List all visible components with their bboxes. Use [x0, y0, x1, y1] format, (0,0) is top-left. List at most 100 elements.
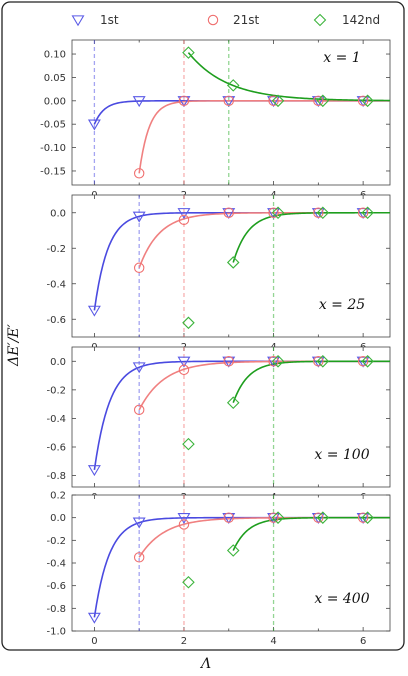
y-tick-label: -0.2	[46, 385, 66, 396]
plot-area	[71, 494, 391, 632]
legend-label-142nd: 142nd	[342, 13, 380, 27]
point-1st	[356, 208, 370, 220]
point-21st	[313, 512, 324, 523]
point-1st	[87, 119, 101, 131]
point-1st	[311, 512, 325, 524]
point-1st	[222, 512, 236, 524]
legend-entry-21st: 21st	[207, 13, 260, 27]
legend-marker-circle	[207, 14, 219, 26]
point-142nd	[271, 511, 285, 524]
x-tick-label: 0	[91, 636, 97, 647]
y-tick-label: -0.4	[46, 279, 66, 290]
panel-content	[87, 495, 390, 631]
y-tick-label: 0.0	[50, 513, 66, 524]
x-tick-label: 2	[181, 636, 187, 647]
y-axis-label: ΔE′/E′	[6, 323, 22, 366]
legend-entry-1st: 1st	[71, 13, 119, 27]
point-21st	[133, 262, 145, 274]
legend-label-21st: 21st	[233, 13, 260, 27]
x-axis-label: Λ	[199, 656, 211, 672]
point-1st	[356, 512, 370, 524]
y-tick-label: -0.2	[46, 244, 66, 255]
fit-curve-142nd	[232, 516, 390, 551]
panel-content	[87, 347, 390, 487]
y-tick-label: -0.4	[46, 414, 66, 425]
y-tick-label: -0.2	[46, 536, 66, 547]
point-1st	[177, 512, 191, 524]
point-142nd	[182, 437, 195, 451]
panel-x-25: 0.0-0.2-0.4-0.60246x = 25	[46, 194, 391, 353]
x-tick-label: 4	[270, 636, 276, 647]
panel-x-100: 0.0-0.2-0.4-0.6-0.80246x = 100	[46, 346, 391, 503]
panel-label: x = 400	[314, 591, 369, 607]
point-1st	[132, 362, 146, 374]
point-1st	[222, 208, 236, 220]
point-21st	[133, 404, 145, 416]
legend-marker-triangle	[71, 15, 85, 27]
point-1st	[132, 96, 146, 108]
point-21st	[178, 214, 190, 226]
point-21st	[268, 95, 279, 107]
point-1st	[311, 96, 325, 108]
point-142nd	[316, 511, 330, 524]
point-1st	[87, 305, 101, 317]
y-tick-label: 0.0	[50, 357, 66, 368]
panel-label: x = 25	[319, 297, 365, 313]
point-1st	[267, 356, 281, 368]
point-21st	[223, 356, 234, 367]
point-142nd	[182, 46, 195, 59]
figure-frame	[1, 1, 405, 651]
point-21st	[178, 364, 190, 376]
point-21st	[357, 207, 369, 218]
fit-curve-142nd	[232, 360, 390, 403]
legend-label-1st: 1st	[100, 13, 119, 27]
point-142nd	[226, 79, 240, 92]
point-142nd	[271, 206, 285, 220]
point-21st	[178, 519, 190, 530]
y-tick-label: 0.0	[50, 208, 66, 219]
point-142nd	[361, 206, 374, 220]
legend-marker-circle	[207, 14, 219, 26]
point-142nd	[182, 316, 195, 330]
point-21st	[178, 95, 190, 107]
point-142nd	[271, 94, 285, 108]
y-tick-label: 0.2	[50, 491, 66, 502]
y-tick-label: -0.6	[46, 581, 66, 592]
point-1st	[356, 356, 370, 368]
point-21st	[268, 207, 279, 218]
point-1st	[267, 96, 281, 108]
point-21st	[357, 95, 369, 107]
legend-marker-diamond	[313, 13, 327, 27]
point-142nd	[226, 544, 240, 557]
panel-label: x = 100	[314, 447, 369, 463]
plot-area	[71, 39, 391, 186]
y-tick-label: -0.05	[40, 120, 66, 131]
point-142nd	[271, 355, 285, 368]
point-1st	[222, 96, 236, 108]
point-1st	[177, 208, 191, 220]
legend-entry-142nd: 142nd	[313, 13, 380, 27]
point-142nd	[316, 355, 330, 368]
y-tick-label: 0.10	[44, 50, 66, 61]
point-1st	[356, 96, 370, 108]
point-21st	[223, 207, 234, 218]
y-tick-label: 0.05	[44, 73, 66, 84]
fit-curve-142nd	[232, 211, 390, 263]
point-21st	[223, 95, 234, 107]
point-21st	[313, 356, 324, 367]
legend: 1st 21st 142nd	[71, 13, 380, 27]
point-1st	[87, 612, 101, 624]
point-1st	[267, 208, 281, 220]
point-142nd	[316, 206, 330, 220]
y-tick-label: -0.8	[46, 604, 66, 615]
point-142nd	[226, 396, 240, 409]
fit-curve-142nd	[187, 52, 390, 102]
legend-marker-diamond	[313, 13, 327, 27]
point-1st	[222, 356, 236, 368]
point-1st	[132, 211, 146, 223]
y-tick-label: 0.00	[44, 96, 66, 107]
point-21st	[133, 552, 145, 563]
y-tick-label: -0.15	[40, 166, 66, 177]
point-142nd	[182, 575, 195, 589]
